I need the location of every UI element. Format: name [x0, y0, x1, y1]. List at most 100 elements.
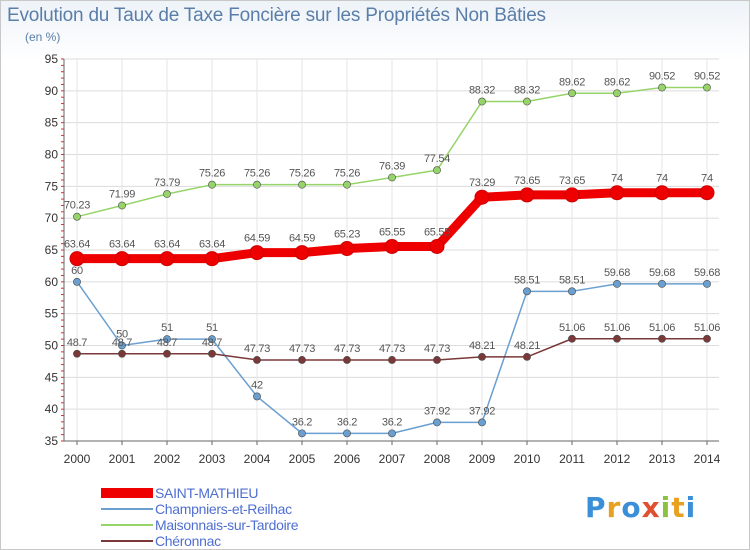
data-label: 75.26 — [244, 168, 270, 180]
x-tick-label: 2011 — [559, 452, 585, 466]
logo-letter: x — [641, 491, 661, 524]
data-label: 75.26 — [334, 168, 360, 180]
data-label: 90.52 — [694, 71, 720, 83]
data-label: 60 — [71, 265, 83, 277]
y-tick-label: 40 — [45, 402, 59, 416]
data-label: 89.62 — [604, 76, 630, 88]
y-tick-label: 60 — [45, 275, 59, 289]
data-label: 59.68 — [649, 267, 675, 279]
data-label: 51.06 — [559, 322, 585, 334]
logo-letter: t — [671, 491, 686, 524]
data-point — [118, 341, 126, 350]
data-point — [294, 245, 310, 261]
data-label: 77.54 — [424, 153, 450, 165]
data-label: 65.23 — [334, 229, 360, 241]
data-point — [478, 352, 486, 361]
legend-label-saint-mathieu: SAINT-MATHIEU — [155, 485, 259, 501]
data-point — [658, 334, 666, 343]
data-label: 70.23 — [64, 200, 90, 212]
data-point — [523, 352, 531, 361]
data-point — [73, 349, 81, 358]
data-point — [204, 251, 220, 267]
legend-swatch-maisonnais — [101, 524, 153, 526]
data-label: 51.06 — [604, 322, 630, 334]
data-point — [163, 335, 171, 344]
data-label: 47.73 — [289, 343, 315, 355]
data-label: 51 — [206, 322, 218, 334]
data-point — [703, 279, 711, 288]
series-layer — [69, 83, 715, 438]
data-point — [253, 180, 261, 189]
x-tick-label: 2007 — [379, 452, 406, 466]
data-point — [388, 356, 396, 364]
y-tick-label: 95 — [45, 52, 59, 66]
data-point — [114, 251, 130, 267]
data-label: 48.7 — [157, 337, 177, 349]
data-point — [433, 166, 441, 175]
y-tick-label: 85 — [45, 116, 59, 130]
data-label: 90.52 — [649, 71, 675, 83]
data-label: 48.21 — [469, 340, 495, 352]
data-label: 37.92 — [424, 405, 450, 417]
legend-label-maisonnais: Maisonnais-sur-Tardoire — [155, 517, 299, 533]
x-tick-label: 2004 — [244, 452, 271, 466]
data-label: 88.32 — [469, 85, 495, 97]
data-point — [118, 201, 126, 210]
data-label: 36.2 — [292, 416, 312, 428]
data-label: 73.79 — [154, 177, 180, 189]
data-point — [298, 429, 306, 438]
y-tick-label: 65 — [45, 243, 59, 257]
data-point — [384, 238, 400, 254]
data-label: 75.26 — [289, 168, 315, 180]
data-label: 74 — [701, 173, 713, 185]
data-label: 50 — [116, 329, 128, 341]
data-point — [159, 251, 175, 267]
y-tick-label: 50 — [45, 339, 59, 353]
data-label: 48.7 — [202, 337, 222, 349]
data-point — [343, 356, 351, 364]
data-label: 36.2 — [337, 416, 357, 428]
y-tick-label: 90 — [45, 84, 59, 98]
data-label: 65.55 — [379, 226, 405, 238]
data-point — [519, 187, 535, 203]
data-point — [523, 97, 531, 106]
data-label: 65.55 — [424, 226, 450, 238]
x-tick-label: 2000 — [64, 452, 91, 466]
data-point — [613, 279, 621, 288]
logo-letter: r — [606, 491, 622, 524]
data-label: 59.68 — [604, 267, 630, 279]
data-point — [208, 335, 216, 344]
data-label: 73.65 — [514, 175, 540, 187]
data-label: 58.51 — [514, 274, 540, 286]
data-point — [118, 349, 126, 358]
data-point — [568, 334, 576, 343]
data-point — [163, 190, 171, 198]
legend-label-champniers: Champniers-et-Reilhac — [155, 501, 292, 517]
chart-subtitle: (en %) — [25, 30, 61, 44]
data-point — [433, 356, 441, 364]
data-point — [613, 89, 621, 98]
grid-layer — [64, 58, 719, 442]
x-tick-label: 2005 — [289, 452, 316, 466]
data-label: 48.7 — [67, 337, 87, 349]
data-label: 73.65 — [559, 175, 585, 187]
data-label: 51 — [161, 322, 173, 334]
axis-layer: 35 40 45 50 55 60 65 70 75 80 85 90 95 2000 2001 2002 20… — [45, 52, 721, 466]
data-point — [253, 392, 261, 401]
logo-letter: i — [660, 491, 672, 524]
x-tick-label: 2012 — [604, 452, 631, 466]
data-point — [388, 173, 396, 182]
data-label: 47.73 — [424, 343, 450, 355]
data-label: 47.73 — [334, 343, 360, 355]
data-label: 37.92 — [469, 405, 495, 417]
data-label: 64.59 — [244, 233, 270, 245]
logo-letter: i — [685, 491, 697, 524]
data-point — [609, 185, 625, 201]
x-tick-label: 2013 — [649, 452, 676, 466]
y-tick-label: 80 — [45, 148, 59, 162]
data-point — [478, 97, 486, 106]
data-point — [478, 418, 486, 427]
x-tick-label: 2001 — [109, 452, 136, 466]
data-point — [564, 187, 580, 203]
